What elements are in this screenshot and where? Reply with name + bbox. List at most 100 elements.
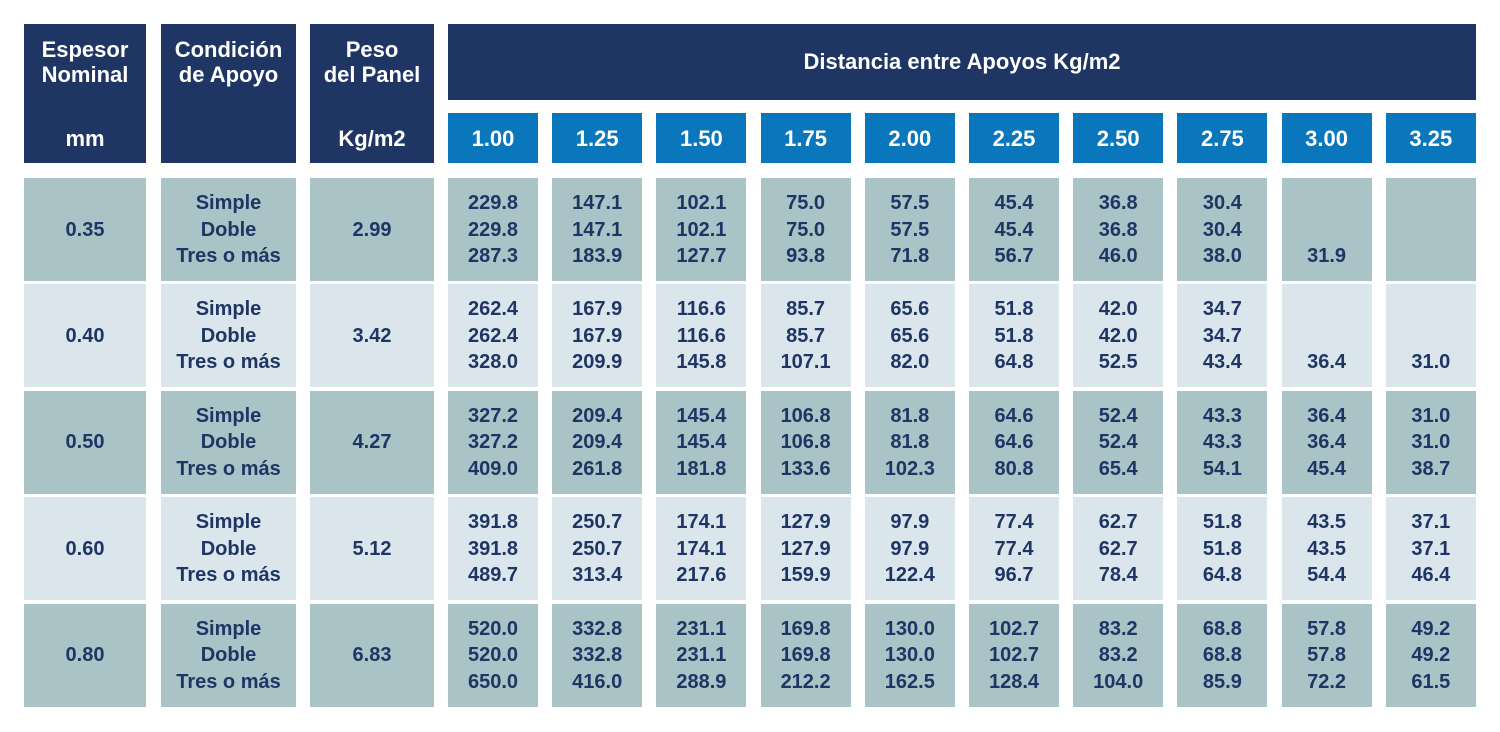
- value-cell: [864, 178, 955, 281]
- value: 328.0: [467, 351, 519, 374]
- value-cell: [1281, 284, 1372, 388]
- row-cell: [24, 284, 146, 388]
- value-cell: [1177, 497, 1268, 601]
- value: 102.1: [676, 218, 727, 241]
- condition: Simple: [195, 404, 262, 427]
- condition: Doble: [200, 537, 257, 560]
- value: 82.0: [890, 351, 930, 374]
- value: 65.6: [890, 298, 930, 321]
- value: 229.8: [467, 192, 519, 214]
- value: 81.8: [890, 404, 930, 427]
- value: 77.4: [994, 511, 1034, 534]
- value: 107.1: [780, 351, 831, 374]
- value-cell: [969, 390, 1059, 494]
- span-header: [969, 113, 1059, 163]
- value: 43.3: [1202, 404, 1242, 427]
- value: 72.2: [1307, 670, 1347, 693]
- value: 181.8: [676, 457, 727, 480]
- value-cell: [448, 497, 538, 601]
- header-text: Peso: [345, 37, 399, 62]
- value: 54.4: [1307, 564, 1347, 587]
- span-header: [1281, 113, 1372, 163]
- value: 169.8: [780, 644, 831, 667]
- value-cell: [969, 603, 1059, 707]
- value: 52.4: [1098, 431, 1138, 454]
- value-cell: [1073, 497, 1164, 601]
- span-label: 2.25: [992, 126, 1036, 151]
- peso: 4.27: [352, 431, 392, 454]
- espesor: 0.80: [65, 644, 105, 667]
- span-header: [656, 113, 747, 163]
- condition: Simple: [195, 192, 262, 214]
- value-cell: [1281, 603, 1372, 707]
- value: 37.1: [1411, 537, 1451, 560]
- value: 34.7: [1202, 324, 1242, 347]
- value: 287.3: [467, 245, 519, 267]
- header-text: del Panel: [323, 62, 421, 87]
- value: 229.8: [467, 218, 519, 241]
- value: 650.0: [467, 670, 519, 693]
- value: 75.0: [786, 192, 826, 214]
- value-cell: [1073, 178, 1164, 281]
- condition: Doble: [200, 324, 257, 347]
- value-cell: [1281, 390, 1372, 494]
- value: 332.8: [572, 617, 623, 640]
- peso: 6.83: [352, 644, 392, 667]
- value: 102.7: [988, 644, 1040, 667]
- header-title: Distancia entre Apoyos Kg/m2: [803, 49, 1121, 74]
- span-label: 1.00: [471, 126, 515, 151]
- value-cell: [1385, 284, 1476, 388]
- value-cell: [1177, 603, 1268, 707]
- value-cell: [656, 603, 747, 707]
- value: 64.6: [994, 404, 1034, 427]
- value: 162.5: [884, 670, 935, 693]
- value: 65.4: [1098, 457, 1138, 480]
- value: 43.3: [1202, 431, 1242, 454]
- value: 145.8: [676, 351, 727, 374]
- header-text: Condición: [174, 37, 283, 62]
- value-cell: [552, 390, 643, 494]
- value-cell: [448, 603, 538, 707]
- value: 68.8: [1202, 644, 1242, 667]
- value: 416.0: [572, 670, 623, 693]
- value: 45.4: [1307, 457, 1347, 480]
- value: 45.4: [994, 192, 1034, 214]
- value: 42.0: [1098, 298, 1138, 321]
- value: 130.0: [884, 617, 935, 640]
- row-cell: [24, 497, 146, 601]
- value-cell: [1385, 497, 1476, 601]
- row-cell: [24, 603, 146, 707]
- value: 102.3: [884, 457, 935, 480]
- value: 36.8: [1098, 192, 1138, 214]
- value-cell: [1385, 178, 1476, 281]
- value: 68.8: [1202, 617, 1242, 640]
- row-cell: [161, 390, 296, 494]
- value: 332.8: [572, 644, 623, 667]
- span-label: 2.75: [1200, 126, 1244, 151]
- value: 209.4: [572, 404, 623, 427]
- condition: Tres o más: [176, 351, 281, 374]
- row-cell: [161, 497, 296, 601]
- condition: Doble: [200, 218, 257, 241]
- value: 57.5: [890, 192, 930, 214]
- value-cell: [1073, 284, 1164, 388]
- value-cell: [552, 603, 643, 707]
- peso: 3.42: [352, 324, 392, 347]
- value: 212.2: [780, 670, 831, 693]
- espesor: 0.40: [65, 324, 105, 347]
- value-cell: [1073, 390, 1164, 494]
- value: 77.4: [994, 537, 1034, 560]
- value-cell: [656, 284, 747, 388]
- value: 167.9: [572, 324, 623, 347]
- value: 52.4: [1098, 404, 1138, 427]
- value: 49.2: [1411, 644, 1451, 667]
- value: 231.1: [676, 644, 727, 667]
- row-cell: [161, 603, 296, 707]
- value-cell: [1073, 603, 1164, 707]
- value: 127.7: [676, 245, 727, 267]
- value: 34.7: [1202, 298, 1242, 321]
- value: 31.9: [1307, 245, 1347, 267]
- value: 85.9: [1202, 670, 1242, 693]
- condition: Tres o más: [176, 564, 281, 587]
- value: 31.0: [1411, 351, 1451, 374]
